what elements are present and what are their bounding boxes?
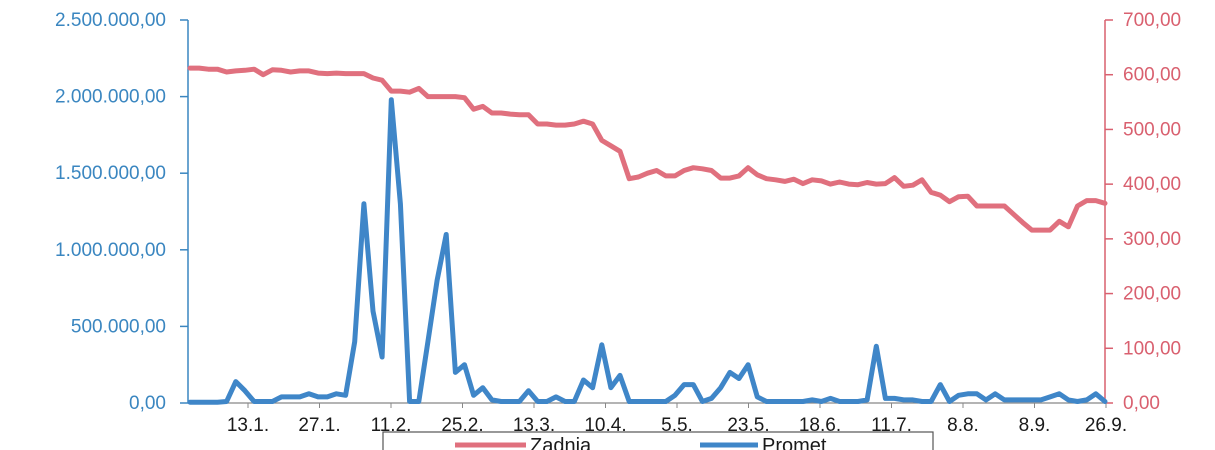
x-tick-label: 13.1. (227, 415, 269, 436)
y-right-tick-label: 0,00 (1123, 393, 1160, 414)
x-tick-label: 10.4. (584, 415, 626, 436)
y-right-tick-label: 400,00 (1123, 174, 1181, 195)
legend-label-promet: Promet (762, 435, 827, 450)
legend: Zadnja Promet (382, 431, 934, 450)
series-layer (187, 65, 1108, 405)
y-left-tick-label: 2.000.000,00 (55, 87, 166, 108)
legend-label-zadnja: Zadnja (530, 435, 592, 450)
y-left-tick-label: 1.000.000,00 (55, 240, 166, 261)
x-tick-label: 11.7. (871, 415, 912, 436)
x-tick-label: 5.5. (661, 415, 693, 436)
y-right-tick-label: 700,00 (1123, 10, 1181, 31)
x-tick-label: 23.5. (727, 415, 769, 436)
legend-box (382, 431, 934, 450)
axes-layer: 2.500.000,00 2.000.000,00 1.500.000,00 1.00… (55, 10, 1181, 436)
x-tick-label: 13.3. (513, 415, 555, 436)
x-tick-label: 26.9. (1085, 415, 1127, 436)
y-right-tick-label: 600,00 (1123, 65, 1181, 86)
x-tick-label: 27.1. (298, 415, 340, 436)
x-tick-label: 25.2. (441, 415, 483, 436)
y-right-tick-label: 200,00 (1123, 284, 1181, 305)
y-left-tick-label: 2.500.000,00 (55, 10, 166, 31)
y-left-tick-label: 500.000,00 (71, 316, 166, 337)
x-tick-label: 18.6. (799, 415, 841, 436)
y-right-tick-label: 300,00 (1123, 229, 1181, 250)
y-left-tick-label: 0,00 (129, 393, 166, 414)
series-line-promet (187, 97, 1108, 405)
x-tick-label: 8.9. (1019, 415, 1051, 436)
series-line-zadnja (187, 65, 1108, 233)
x-tick-label: 11.2. (371, 415, 412, 436)
x-tick-label: 8.8. (947, 415, 979, 436)
y-right-tick-label: 500,00 (1123, 119, 1181, 140)
y-right-tick-label: 100,00 (1123, 338, 1181, 359)
y-left-tick-label: 1.500.000,00 (55, 163, 166, 184)
